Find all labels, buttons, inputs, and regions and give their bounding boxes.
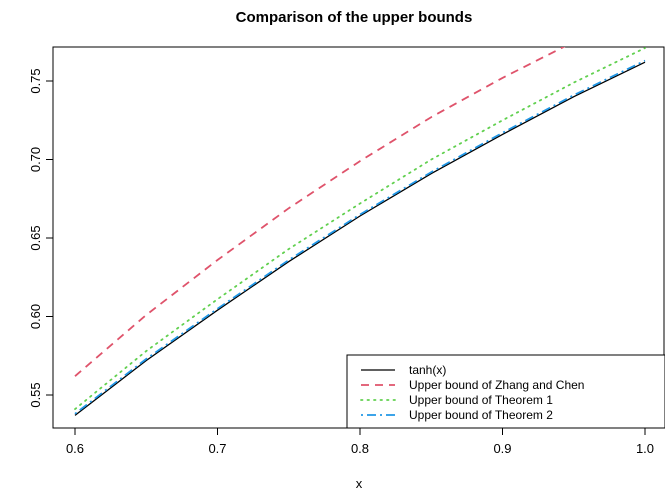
y-axis: 0.55 0.60 0.65 0.70 0.75 (28, 68, 54, 408)
y-tick-label: 0.55 (28, 382, 43, 407)
series-line-1 (74, 61, 646, 416)
x-tick-label: 0.7 (208, 441, 226, 456)
x-tick-label: 0.6 (66, 441, 84, 456)
legend-box (346, 354, 665, 429)
x-axis: 0.6 0.7 0.8 0.9 1.0 (66, 427, 654, 456)
legend-label-4: Upper bound of Theorem 2 (409, 408, 553, 422)
y-tick-label: 0.70 (28, 147, 43, 172)
x-tick-label: 0.8 (351, 441, 369, 456)
series-line-3 (74, 47, 646, 411)
x-tick-label: 1.0 (636, 441, 654, 456)
y-tick-label: 0.60 (28, 304, 43, 329)
x-axis-label: x (356, 476, 363, 491)
y-tick-label: 0.65 (28, 225, 43, 250)
series-line-4 (74, 59, 646, 415)
legend-label-1: tanh(x) (409, 363, 446, 377)
legend-label-3: Upper bound of Theorem 1 (409, 393, 553, 407)
series-line-2 (74, 47, 566, 377)
y-tick-label: 0.75 (28, 68, 43, 93)
legend: tanh(x)Upper bound of Zhang and ChenUppe… (346, 354, 665, 429)
legend-label-2: Upper bound of Zhang and Chen (409, 378, 584, 392)
series-layer (74, 47, 646, 416)
chart-title: Comparison of the upper bounds (236, 9, 473, 26)
x-tick-label: 0.9 (493, 441, 511, 456)
